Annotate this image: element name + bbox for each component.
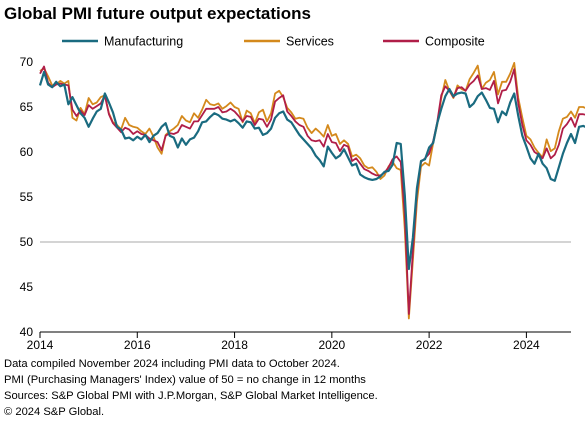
series-layer xyxy=(38,62,585,320)
legend: Manufacturing Services Composite xyxy=(62,35,485,49)
y-tick-label: 60 xyxy=(20,145,34,159)
legend-label-composite: Composite xyxy=(425,35,485,49)
x-tick-label: 2014 xyxy=(27,338,54,352)
y-axis: 40 45 50 55 60 65 70 xyxy=(20,55,34,339)
y-tick-label: 70 xyxy=(20,55,34,69)
chart-title: Global PMI future output expectations xyxy=(4,4,311,23)
x-tick-label: 2018 xyxy=(221,338,248,352)
y-tick-label: 65 xyxy=(20,100,34,114)
x-tick-label: 2024 xyxy=(513,338,540,352)
legend-label-manufacturing: Manufacturing xyxy=(104,35,183,49)
footnote-line: © 2024 S&P Global. xyxy=(4,406,105,418)
footnote-line: PMI (Purchasing Managers' Index) value o… xyxy=(4,374,366,386)
y-tick-label: 50 xyxy=(20,235,34,249)
series-line-composite xyxy=(39,65,585,315)
series-line-services xyxy=(39,62,585,320)
y-tick-label: 45 xyxy=(20,280,34,294)
x-tick-label: 2020 xyxy=(318,338,345,352)
y-tick-label: 55 xyxy=(20,190,34,204)
y-tick-label: 40 xyxy=(20,325,34,339)
series-line-manufacturing xyxy=(38,70,585,271)
x-tick-label: 2016 xyxy=(124,338,151,352)
x-axis: 2014 2016 2018 2020 2022 2024 xyxy=(27,331,571,352)
x-tick-label: 2022 xyxy=(416,338,443,352)
legend-label-services: Services xyxy=(286,35,334,49)
footnotes: Data compiled November 2024 including PM… xyxy=(4,356,378,420)
footnote-line: Data compiled November 2024 including PM… xyxy=(4,358,340,370)
footnote-line: Sources: S&P Global PMI with J.P.Morgan,… xyxy=(4,390,378,402)
